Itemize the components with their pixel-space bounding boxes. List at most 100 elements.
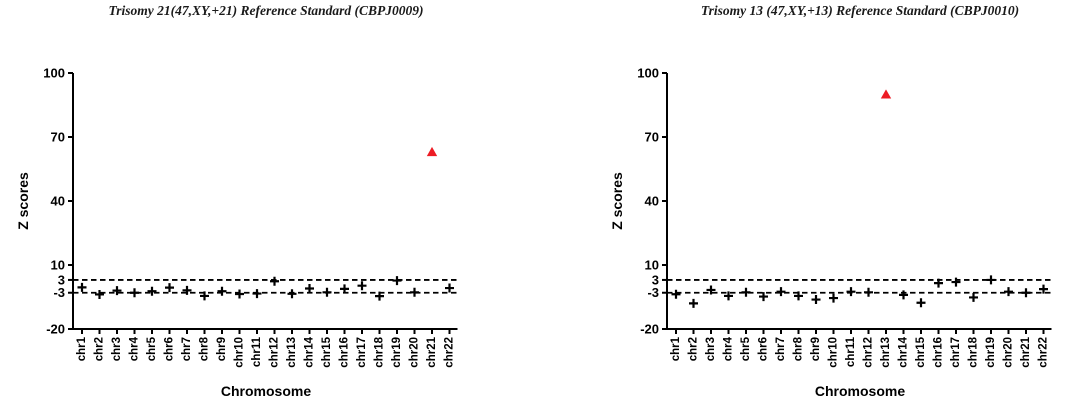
x-tick-label-chr18: chr18 [968, 336, 980, 367]
x-tick-label-chr19: chr19 [985, 337, 997, 368]
data-point-chr2 [689, 298, 698, 308]
data-point-chr14 [899, 290, 908, 300]
x-tick-label-chr20: chr20 [409, 337, 421, 368]
y-tick-label: 70 [51, 130, 65, 145]
x-tick-label-chr16: chr16 [339, 337, 351, 368]
data-point-chr19 [986, 275, 996, 285]
x-tick-label-chr9: chr9 [216, 337, 228, 361]
x-tick-label-chr21: chr21 [426, 336, 438, 367]
y-tick-label: -3 [53, 285, 65, 300]
x-tick-label-chr5: chr5 [740, 336, 752, 361]
data-point-chr6 [165, 283, 174, 293]
data-point-chr8 [794, 291, 803, 301]
x-tick-label-chr20: chr20 [1003, 337, 1015, 368]
trisomy-marker-chr21 [426, 146, 438, 157]
data-point-chr20 [1004, 287, 1013, 297]
data-point-chr14 [305, 283, 314, 293]
data-point-chr22 [445, 283, 454, 293]
data-point-chr3 [112, 286, 122, 296]
x-tick-label-chr4: chr4 [723, 336, 735, 361]
plot-area: 100 70 40 103-3 -20 chr1 chr2 chr3 chr4 chr5 chr6 c… [43, 66, 458, 368]
y-tick-label: 40 [51, 194, 65, 209]
x-tick-label-chr1: chr1 [670, 336, 682, 361]
data-point-chr9 [217, 286, 227, 296]
x-tick-label-chr17: chr17 [356, 337, 368, 368]
x-tick-label-chr8: chr8 [793, 336, 805, 361]
y-tick-label: 3 [652, 272, 659, 287]
data-point-chr6 [759, 292, 768, 302]
data-point-chr7 [182, 285, 192, 295]
data-point-chr9 [811, 295, 821, 305]
data-point-chr5 [741, 287, 751, 297]
x-tick-label-chr4: chr4 [129, 336, 141, 361]
x-tick-label-chr3: chr3 [705, 337, 717, 361]
y-tick-label: 100 [43, 66, 65, 81]
y-tick-label: 10 [645, 258, 659, 273]
x-tick-label-chr7: chr7 [775, 337, 787, 361]
x-axis-label: Chromosome [815, 383, 905, 399]
data-point-chr4 [724, 291, 733, 301]
y-tick-label: 70 [645, 130, 659, 145]
x-tick-label-chr14: chr14 [304, 336, 316, 367]
data-point-chr17 [951, 277, 961, 287]
data-point-chr1 [671, 289, 681, 299]
y-tick-label: 100 [637, 66, 659, 81]
data-point-chr4 [130, 288, 139, 298]
data-point-chr19 [392, 276, 402, 286]
x-axis-label: Chromosome [221, 383, 311, 399]
data-point-chr18 [375, 291, 384, 301]
x-tick-label-chr2: chr2 [94, 337, 106, 361]
chart-trisomy13: Trisomy 13 (47,XY,+13) Reference Standar… [540, 0, 1080, 411]
data-point-chr12 [270, 276, 279, 286]
x-tick-label-chr2: chr2 [688, 337, 700, 361]
data-point-chr22 [1039, 284, 1048, 294]
data-point-chr16 [340, 284, 349, 294]
y-tick-label: -20 [46, 322, 65, 337]
x-tick-label-chr1: chr1 [76, 336, 88, 361]
x-tick-label-chr21: chr21 [1020, 336, 1032, 367]
x-tick-label-chr14: chr14 [898, 336, 910, 367]
x-tick-label-chr19: chr19 [391, 337, 403, 368]
y-tick-label: -20 [640, 322, 659, 337]
x-tick-label-chr6: chr6 [758, 337, 770, 361]
y-tick-label: 3 [58, 272, 65, 287]
trisomy-marker-chr13 [880, 89, 892, 99]
x-tick-label-chr5: chr5 [146, 336, 158, 361]
x-tick-label-chr17: chr17 [950, 337, 962, 368]
x-tick-label-chr22: chr22 [444, 337, 456, 368]
x-tick-label-chr16: chr16 [933, 337, 945, 368]
data-point-chr1 [77, 282, 87, 292]
data-point-chr15 [322, 287, 332, 297]
x-tick-label-chr11: chr11 [845, 336, 857, 367]
y-axis-label: Z scores [609, 172, 625, 230]
data-point-chr11 [252, 289, 262, 299]
x-tick-label-chr12: chr12 [269, 337, 281, 368]
x-tick-label-chr12: chr12 [863, 337, 875, 368]
x-tick-label-chr13: chr13 [286, 337, 298, 368]
data-point-chr13 [287, 289, 297, 299]
data-point-chr7 [776, 287, 786, 297]
chart-title-trisomy13: Trisomy 13 (47,XY,+13) Reference Standar… [701, 3, 1019, 18]
plot-area: 100 70 40 103-3 -20 chr1 chr2 chr3 chr4 chr5 chr6 c… [637, 66, 1052, 368]
data-point-chr10 [235, 289, 244, 299]
data-point-chr11 [846, 287, 856, 297]
data-point-chr17 [357, 281, 367, 291]
data-point-chr20 [410, 287, 419, 297]
x-tick-label-chr11: chr11 [251, 336, 263, 367]
data-point-chr16 [934, 278, 943, 288]
x-tick-label-chr10: chr10 [828, 337, 840, 368]
chart-trisomy21: Trisomy 21(47,XY,+21) Reference Standard… [15, 3, 458, 399]
x-tick-label-chr22: chr22 [1038, 337, 1050, 368]
x-tick-label-chr15: chr15 [915, 336, 927, 367]
x-tick-label-chr15: chr15 [321, 336, 333, 367]
data-point-chr15 [916, 298, 926, 308]
x-tick-label-chr13: chr13 [880, 337, 892, 368]
x-tick-label-chr7: chr7 [181, 337, 193, 361]
x-tick-label-chr3: chr3 [111, 337, 123, 361]
y-axis-label: Z scores [15, 172, 31, 230]
data-point-chr18 [969, 292, 978, 302]
y-tick-label: 10 [51, 258, 65, 273]
data-point-chr8 [200, 291, 209, 301]
x-tick-label-chr10: chr10 [234, 337, 246, 368]
